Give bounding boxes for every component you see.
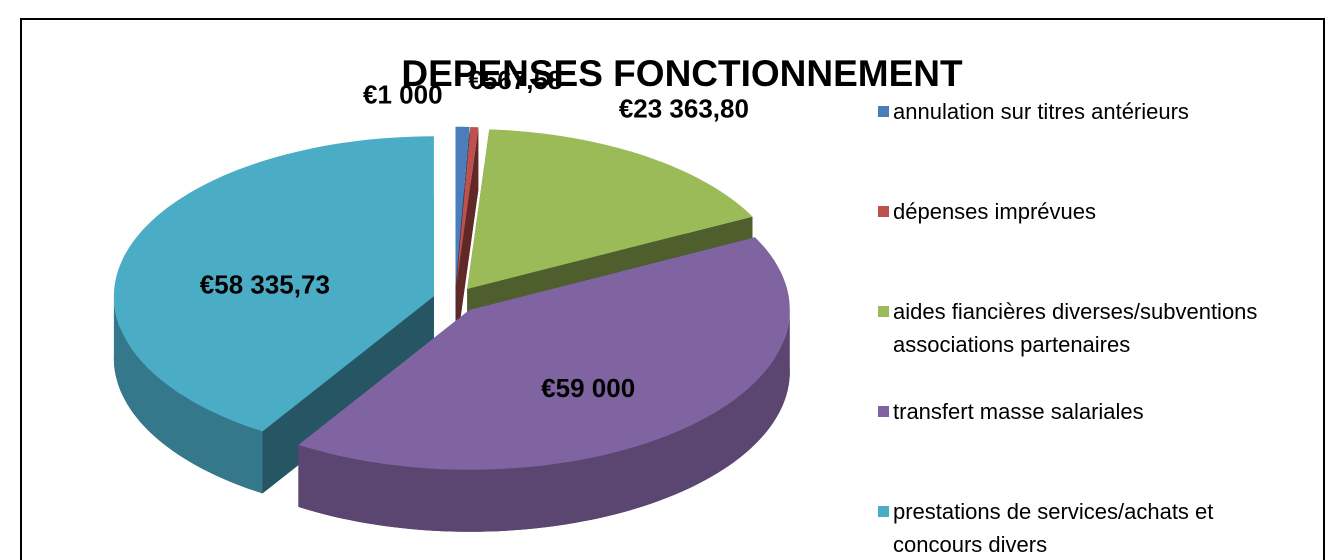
pie bbox=[113, 126, 790, 532]
legend-swatch bbox=[878, 206, 889, 217]
legend-label: aides fiancières diverses/subventions as… bbox=[893, 299, 1258, 357]
slice-top bbox=[467, 129, 753, 289]
pie-slice bbox=[298, 237, 790, 532]
legend-swatch bbox=[878, 306, 889, 317]
legend-item: dépenses imprévues bbox=[878, 195, 1303, 228]
data-label: €58 335,73 bbox=[200, 270, 330, 300]
slice-outer-wall bbox=[298, 309, 790, 532]
legend-swatch bbox=[878, 406, 889, 417]
legend-swatch bbox=[878, 106, 889, 117]
data-label: €1 000 bbox=[363, 80, 443, 110]
legend-label: dépenses imprévues bbox=[893, 199, 1097, 224]
legend-swatch bbox=[878, 506, 889, 517]
slice-outer-wall bbox=[113, 296, 263, 494]
pie-slice bbox=[456, 127, 479, 349]
slice-top bbox=[113, 136, 434, 432]
legend-label: prestations de services/achats et concou… bbox=[893, 499, 1214, 557]
slice-top bbox=[298, 237, 790, 470]
legend-item: annulation sur titres antérieurs bbox=[878, 95, 1303, 128]
data-label: €567,58 bbox=[468, 65, 562, 95]
slice-top bbox=[455, 126, 470, 287]
chart-title: DEPENSES FONCTIONNEMENT bbox=[401, 53, 963, 94]
legend-item: prestations de services/achats et concou… bbox=[878, 495, 1303, 560]
data-label: €59 000 bbox=[541, 373, 635, 403]
slice-top bbox=[456, 127, 479, 287]
legend-item: transfert masse salariales bbox=[878, 395, 1303, 428]
data-label: €23 363,80 bbox=[619, 93, 749, 123]
legend-label: transfert masse salariales bbox=[893, 399, 1144, 424]
slice-radial-wall bbox=[456, 127, 479, 349]
legend-item: aides fiancières diverses/subventions as… bbox=[878, 295, 1303, 361]
legend-label: annulation sur titres antérieurs bbox=[893, 99, 1189, 124]
